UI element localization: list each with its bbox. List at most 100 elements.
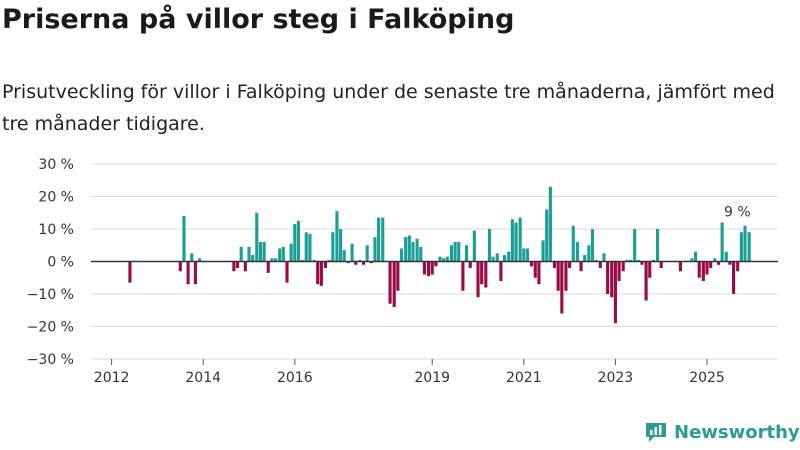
- bar: [472, 230, 476, 262]
- bar: [278, 248, 282, 262]
- bar: [617, 261, 621, 281]
- bar: [335, 211, 339, 262]
- bar: [339, 229, 343, 262]
- bar: [644, 261, 648, 301]
- bar: [445, 256, 449, 262]
- bar: [480, 261, 484, 285]
- y-tick-label: 20 %: [38, 190, 74, 206]
- bar: [434, 261, 438, 267]
- y-tick-label: −20 %: [27, 320, 74, 336]
- bar: [709, 261, 713, 268]
- bar: [545, 209, 549, 262]
- bar: [541, 240, 545, 262]
- bar: [342, 250, 346, 262]
- bar: [346, 261, 350, 264]
- bar: [301, 259, 305, 262]
- bar: [350, 243, 354, 262]
- bar: [560, 261, 564, 314]
- bar: [449, 245, 454, 262]
- annotation-label: 9 %: [724, 204, 751, 220]
- bar: [713, 258, 717, 262]
- grid-layer: [91, 163, 778, 360]
- bar: [316, 261, 320, 285]
- bar: [716, 261, 721, 265]
- bar: [312, 259, 316, 262]
- x-tick-label: 2014: [185, 370, 221, 386]
- bar: [388, 261, 392, 304]
- bar: [484, 261, 488, 288]
- bar: [308, 233, 312, 262]
- bar: [304, 232, 308, 262]
- x-tick-label: 2012: [94, 370, 130, 386]
- y-tick-label: −30 %: [27, 352, 74, 368]
- bar: [274, 258, 278, 262]
- bar: [720, 222, 724, 262]
- bar: [659, 261, 663, 268]
- bar-chart: −30 % −20 % −10 % 0 % 10 % 20 % 30 % 2012 2014 20…: [27, 157, 778, 386]
- bar: [319, 261, 323, 286]
- x-tick-label: 2025: [689, 370, 725, 386]
- bar: [289, 243, 293, 262]
- bar: [354, 261, 358, 265]
- bar: [728, 261, 732, 265]
- bar: [507, 251, 511, 262]
- bar: [247, 246, 251, 262]
- bar: [178, 261, 182, 272]
- bar: [422, 261, 426, 275]
- bar: [571, 225, 575, 262]
- bar: [625, 259, 629, 262]
- bar: [690, 258, 694, 262]
- newsworthy-logo: Newsworthy: [644, 420, 800, 444]
- bar: [736, 261, 740, 272]
- bar: [487, 229, 492, 262]
- bar: [552, 261, 557, 268]
- bar: [270, 258, 274, 262]
- bar: [193, 261, 197, 285]
- bar: [369, 261, 373, 264]
- bar: [701, 261, 705, 281]
- bar: [621, 261, 625, 272]
- bar: [281, 246, 285, 262]
- bar: [232, 261, 236, 272]
- bar: [739, 232, 743, 262]
- bar: [457, 242, 461, 262]
- bar: [678, 261, 683, 272]
- bar: [743, 225, 747, 262]
- bar: [613, 261, 617, 324]
- bar: [533, 261, 537, 278]
- bar: [598, 261, 602, 268]
- bar: [323, 261, 328, 268]
- bar: [327, 259, 331, 262]
- bar: [464, 245, 469, 262]
- bar: [583, 255, 587, 262]
- bar: [636, 259, 640, 262]
- bar: [522, 248, 526, 262]
- bar: [128, 261, 132, 283]
- bar: [361, 261, 366, 265]
- bar: [693, 251, 698, 262]
- brand-name: Newsworthy: [674, 421, 800, 443]
- bar: [461, 261, 465, 291]
- bar: [442, 258, 446, 262]
- bar: [537, 261, 541, 285]
- x-tick-label: 2016: [277, 370, 313, 386]
- bar: [266, 261, 270, 273]
- bar: [651, 259, 655, 262]
- bar: [285, 261, 289, 283]
- bar: [255, 212, 259, 262]
- bar: [518, 217, 522, 262]
- y-tick-label: 0 %: [47, 255, 74, 271]
- bar: [476, 261, 480, 298]
- bar: [633, 229, 637, 262]
- bar: [495, 253, 499, 262]
- y-tick-label: 10 %: [38, 222, 74, 238]
- chart-subtitle: Prisutveckling för villor i Falköping un…: [2, 81, 775, 135]
- bar: [530, 261, 534, 267]
- bar: [724, 251, 728, 262]
- bar: [415, 238, 419, 262]
- x-tick-label: 2021: [506, 370, 542, 386]
- bar: [499, 261, 503, 281]
- bar: [331, 232, 335, 262]
- chart-title: Priserna på villor steg i Falköping: [2, 4, 515, 35]
- bar-layer: [128, 186, 751, 324]
